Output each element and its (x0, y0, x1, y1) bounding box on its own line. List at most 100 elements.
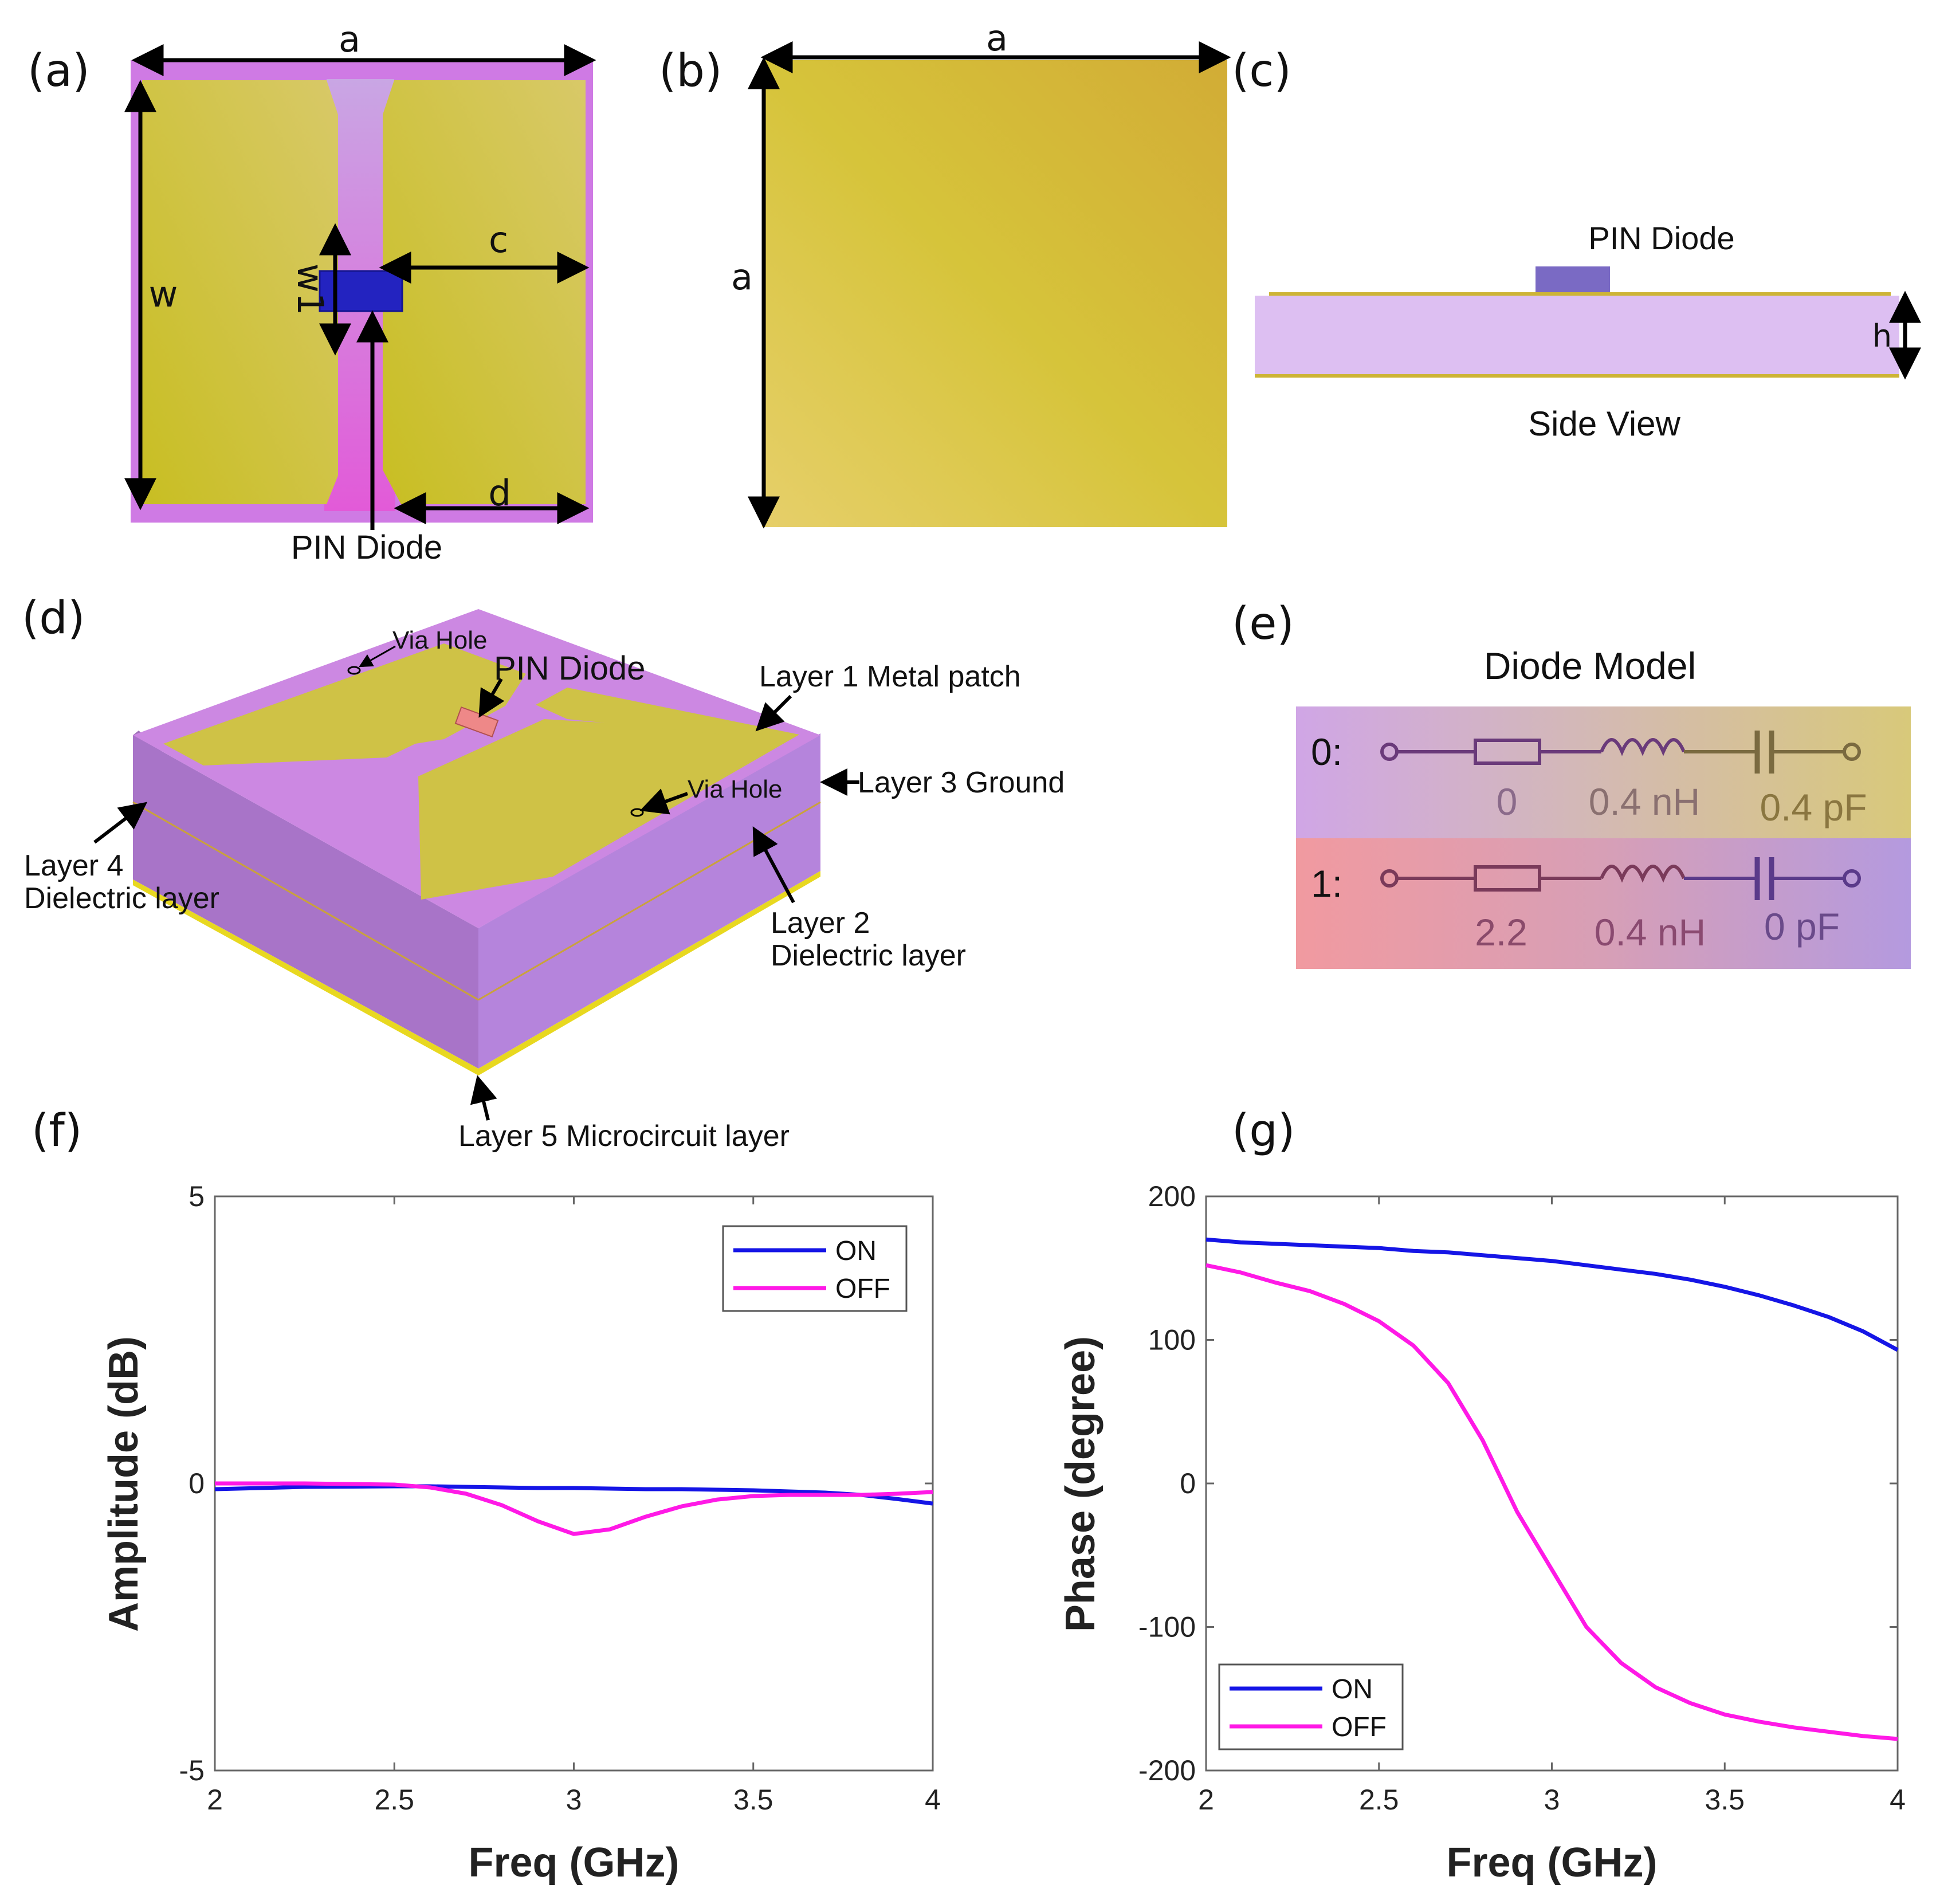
left-patch (142, 80, 338, 504)
legend-box (722, 1225, 908, 1312)
legend: ON OFF (1218, 1663, 1404, 1750)
y-tick-label: -100 (1138, 1611, 1196, 1643)
top-patch-upper (163, 643, 526, 765)
dim-h-label: h (1872, 318, 1892, 354)
pin-diode (319, 270, 403, 312)
layer1-pointer (755, 694, 792, 732)
panel-d-label: (d) (22, 592, 85, 644)
state0-label: 0: (1311, 731, 1342, 773)
series-line-off (1205, 1263, 1898, 1741)
y-tick-label: 200 (1148, 1180, 1196, 1212)
dim-d-label: d (488, 472, 510, 514)
x-tick-label: 3.5 (733, 1784, 773, 1816)
panel-c-label: (c) (1232, 45, 1291, 97)
layer-line-left (132, 801, 479, 1001)
layer5-label: Layer 5 Microcircuit layer (458, 1120, 790, 1153)
legend-label-off: OFF (835, 1274, 890, 1304)
y-tick-label: 0 (189, 1467, 205, 1499)
state1-inductance: 0.4 nH (1595, 911, 1706, 953)
via-hole-1-label: Via Hole (392, 626, 488, 654)
side-view-caption: Side View (1528, 405, 1680, 443)
y-axis-label: Phase (degree) (1058, 1336, 1104, 1632)
layer5-pointer (470, 1075, 497, 1121)
state0-row (1296, 706, 1911, 838)
dim-a-label: a (339, 18, 360, 60)
chart-g: 2 2.5 3 3.5 4 -200 -100 0 100 200 Freq (GHz) Phase … (1058, 1180, 1906, 1886)
layer4-label-line1: Layer 4 (24, 849, 123, 882)
via-hole-2-label: Via Hole (688, 775, 783, 803)
x-tick-label: 3.5 (1705, 1784, 1745, 1816)
x-tick-label: 3 (566, 1784, 582, 1816)
panel-e: (e) Diode Model 0: 0 0.4 nH 0.4 pF 1: (1232, 598, 1911, 969)
y-tick-label: -5 (179, 1754, 205, 1787)
top-patch-lower (418, 719, 799, 900)
legend-label-on: ON (835, 1236, 877, 1266)
state1-circuit (1380, 857, 1861, 900)
y-tick-label: 0 (1180, 1467, 1196, 1499)
panel-c: (c) PIN Diode h Side View (1232, 45, 1921, 443)
layer4-label-line2: Dielectric layer (24, 882, 219, 915)
layer2-label-line1: Layer 2 (771, 906, 870, 940)
top-patch-right (536, 688, 799, 739)
series-line-on (1205, 1237, 1899, 1352)
dim-c-label: c (489, 219, 508, 261)
panel-d: (d) Via Hole PIN Diode Layer 1 Metal pat… (22, 592, 1065, 1153)
panel-b: (b) a a (659, 17, 1231, 529)
panel-f-label: (f) (32, 1105, 82, 1157)
state1-label: 1: (1311, 862, 1342, 905)
y-axis-label: Amplitude (dB) (101, 1336, 147, 1632)
x-tick-label: 3 (1544, 1784, 1560, 1816)
layer2-pointer (752, 826, 795, 904)
x-tick-label: 4 (925, 1784, 941, 1816)
state0-resistance: 0 (1497, 780, 1518, 823)
state1-resistance: 2.2 (1475, 911, 1527, 953)
y-tick-label: 100 (1148, 1324, 1196, 1356)
panel-a: (a) a w w1 c d PIN Diode (28, 18, 596, 566)
pin-diode-label-c: PIN Diode (1588, 220, 1734, 256)
legend-box (1218, 1663, 1404, 1750)
panel-b-label: (b) (659, 45, 722, 97)
x-tick-label: 2.5 (1359, 1784, 1399, 1816)
right-patch (383, 80, 586, 504)
via-hole-2-pointer (639, 788, 689, 815)
legend-label-on: ON (1332, 1674, 1373, 1705)
x-axis-label: Freq (GHz) (1447, 1840, 1658, 1886)
panel-f: (f) 2 2.5 3 3.5 4 -5 0 5 Freq (GHz) Amplitude (dB… (32, 1105, 941, 1886)
layer3-label: Layer 3 Ground (858, 766, 1065, 799)
x-tick-label: 2 (1198, 1784, 1214, 1816)
pin-3d-pointer (478, 678, 505, 718)
dim-w1-label: w1 (289, 264, 331, 315)
panel-g: (g) 2 2.5 3 3.5 4 -200 -100 0 100 200 Freq (GHz) Ph… (1058, 1105, 1906, 1886)
layer2-label-line2: Dielectric layer (771, 939, 966, 972)
state0-circuit (1380, 731, 1861, 774)
panel-g-label: (g) (1232, 1105, 1295, 1157)
pin-diode-label-a: PIN Diode (291, 529, 442, 566)
layer4-pointer (93, 802, 148, 844)
via-hole-1-pointer (359, 645, 396, 668)
panel-e-label: (e) (1232, 598, 1294, 650)
x-tick-label: 2 (207, 1784, 223, 1816)
dim-w-label: w (149, 273, 178, 315)
x-tick-label: 4 (1890, 1784, 1906, 1816)
dim-b-top-label: a (986, 17, 1008, 59)
legend: ON OFF (722, 1225, 908, 1312)
side-pin-diode (1536, 266, 1610, 292)
side-substrate (1255, 296, 1899, 374)
side-top-metal (1269, 292, 1891, 296)
state0-capacitance: 0.4 pF (1760, 786, 1867, 829)
legend-label-off: OFF (1332, 1712, 1387, 1742)
x-tick-label: 2.5 (374, 1784, 414, 1816)
diode-model-title: Diode Model (1484, 645, 1697, 687)
y-tick-label: 5 (189, 1180, 205, 1212)
dim-b-side-label: a (731, 256, 753, 298)
pin-diode-label-d: PIN Diode (494, 650, 645, 687)
layer1-label: Layer 1 Metal patch (759, 660, 1021, 693)
side-bottom-metal (1255, 374, 1899, 378)
series-line-off (215, 1481, 933, 1536)
ground-plane (762, 60, 1227, 527)
y-tick-label: -200 (1138, 1754, 1196, 1787)
state1-row (1296, 838, 1911, 969)
panel-a-label: (a) (28, 45, 90, 97)
